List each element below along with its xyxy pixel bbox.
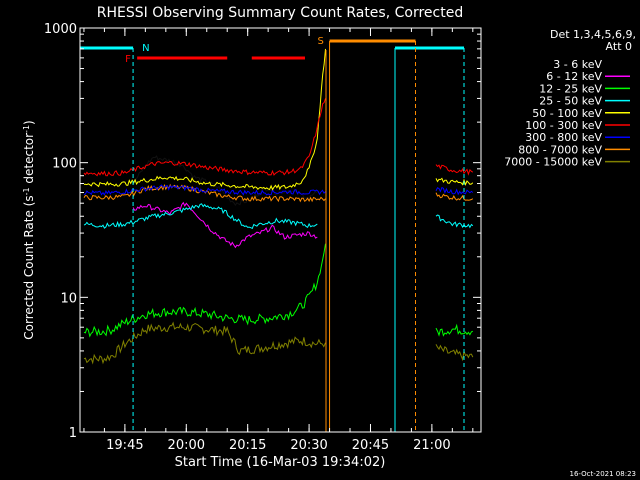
legend-header-line2: Att 0 <box>606 40 632 53</box>
footer-date: 16-Oct-2021 08:23 <box>570 470 636 478</box>
legend-label-5: 100 - 300 keV <box>525 119 602 132</box>
y-tick-label-2: 100 <box>52 157 77 172</box>
series-line-5-0 <box>83 98 326 177</box>
y-axis-label: Corrected Count Rate (s-1 detector-1) <box>22 120 37 339</box>
y-axis-label-sup2: -1 <box>22 125 31 133</box>
y-axis-label-end: ) <box>22 120 36 125</box>
legend-label-8: 7000 - 15000 keV <box>504 156 602 169</box>
series-line-4-0 <box>83 48 326 191</box>
x-axis: 19:45 20:00 20:15 20:30 20:45 21:00 <box>83 28 474 453</box>
chart-title: RHESSI Observing Summary Count Rates, Co… <box>97 5 463 21</box>
series-line-1-0 <box>132 201 318 249</box>
series-line-5-1 <box>435 164 474 176</box>
series-line-2-1 <box>435 323 474 337</box>
legend-header-line1: Det 1,3,4,5,6,9, <box>550 28 636 41</box>
plot-data: NF S <box>79 36 474 432</box>
legend-label-1: 6 - 12 keV <box>546 70 602 83</box>
x-tick-label-5: 21:00 <box>413 438 450 453</box>
y-axis-label-main: Corrected Count Rate (s <box>22 195 36 339</box>
y-axis: 1 10 100 1000 <box>44 22 481 441</box>
flag-n-label: N <box>142 43 149 54</box>
series-line-2-0 <box>83 243 326 338</box>
x-tick-label-4: 20:45 <box>352 438 389 453</box>
y-axis-label-mid: detector <box>22 133 36 188</box>
legend-label-2: 12 - 25 keV <box>539 82 602 95</box>
legend-label-0: 3 - 6 keV <box>553 58 602 71</box>
x-tick-label-1: 20:00 <box>168 438 205 453</box>
x-axis-label: Start Time (16-Mar-03 19:34:02) <box>175 455 386 470</box>
series-line-3-0 <box>83 203 318 230</box>
legend-label-3: 25 - 50 keV <box>539 95 602 108</box>
y-tick-label-0: 1 <box>69 426 77 441</box>
series-line-3-1 <box>435 214 474 229</box>
flag-s-label: S <box>318 36 324 47</box>
series-line-8-1 <box>435 344 474 362</box>
y-axis-label-sup1: -1 <box>22 187 31 195</box>
x-tick-label-3: 20:30 <box>290 438 327 453</box>
series-line-4-1 <box>435 177 474 187</box>
series-line-7-1 <box>435 192 474 201</box>
y-tick-label-1: 10 <box>60 291 77 306</box>
legend-label-7: 800 - 7000 keV <box>518 143 602 156</box>
legend-label-6: 300 - 800 keV <box>525 131 602 144</box>
flag-f-label: F <box>125 54 131 65</box>
legend-label-4: 50 - 100 keV <box>532 107 602 120</box>
series-line-6-0 <box>83 184 326 196</box>
series-line-6-1 <box>435 186 474 196</box>
x-tick-label-0: 19:45 <box>106 438 143 453</box>
x-tick-label-2: 20:15 <box>229 438 266 453</box>
y-tick-label-3: 1000 <box>44 22 77 37</box>
plot-frame <box>79 27 482 433</box>
series-line-8-0 <box>83 321 326 365</box>
